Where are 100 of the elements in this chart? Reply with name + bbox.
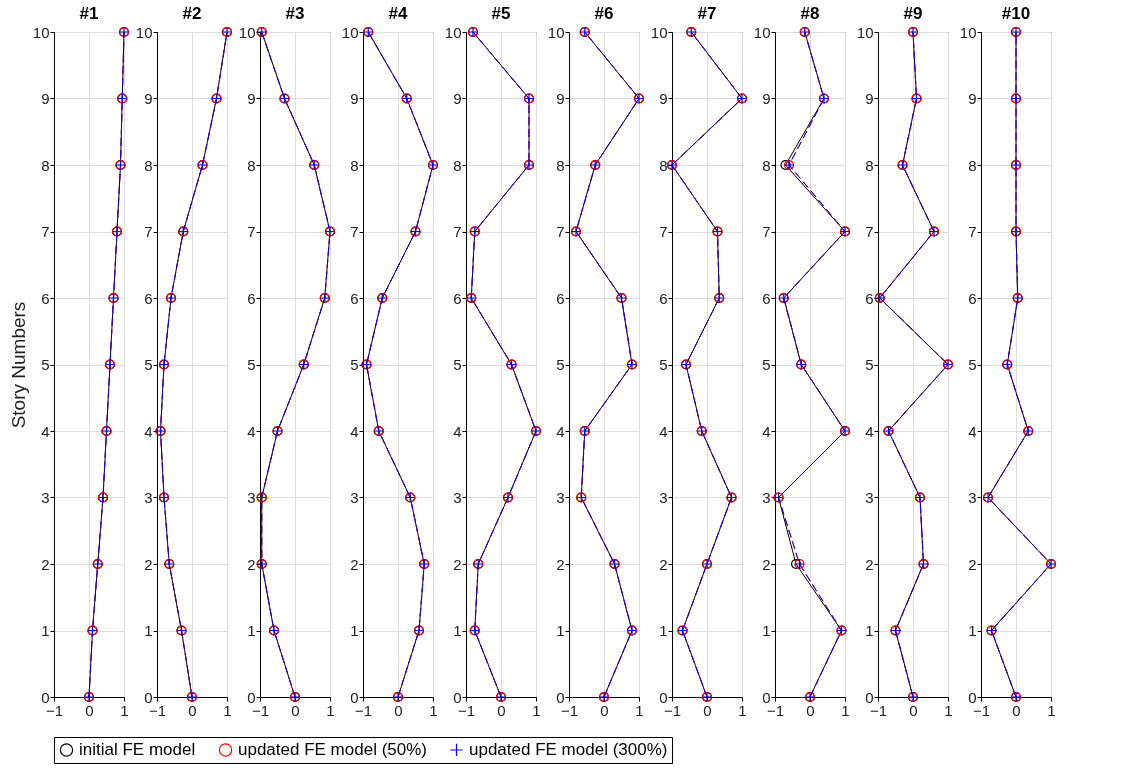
- y-tick-label: 8: [453, 156, 462, 174]
- y-tick-label: 9: [453, 90, 462, 107]
- y-tick-label: 0: [453, 688, 462, 706]
- y-tick-label: 9: [41, 90, 50, 107]
- y-tick-label: 1: [41, 622, 50, 639]
- y-tick-label: 9: [350, 90, 359, 107]
- y-tick-label: 3: [762, 489, 771, 506]
- y-tick-label: 1: [556, 622, 565, 639]
- legend-label: updated FE model (300%): [469, 739, 668, 759]
- x-tick-label: 0: [85, 701, 94, 719]
- y-tick-label: 4: [247, 422, 256, 440]
- y-tick-label: 7: [968, 223, 977, 240]
- y-tick-label: 9: [762, 90, 771, 107]
- y-tick-label: 0: [762, 688, 771, 706]
- y-tick-label: 10: [444, 23, 462, 41]
- y-tick-label: 8: [144, 156, 153, 174]
- y-tick-label: 4: [41, 422, 50, 440]
- y-tick-label: 4: [453, 422, 462, 440]
- chart-title: #10: [1001, 4, 1031, 23]
- y-tick-label: 3: [556, 489, 565, 506]
- y-tick-label: 1: [453, 622, 462, 639]
- x-tick-label: 0: [703, 701, 712, 719]
- y-tick-label: 0: [968, 688, 977, 706]
- y-tick-label: 2: [762, 555, 771, 573]
- x-tick-label: 0: [497, 701, 506, 719]
- y-tick-label: 2: [144, 555, 153, 573]
- y-tick-label: 2: [41, 555, 50, 573]
- y-tick-label: 8: [556, 156, 565, 174]
- y-tick-label: 7: [350, 223, 359, 240]
- y-tick-label: 2: [556, 555, 565, 573]
- chart-title: #7: [697, 4, 717, 23]
- y-tick-label: 4: [659, 422, 668, 440]
- y-tick-label: 1: [865, 622, 874, 639]
- y-tick-label: 10: [650, 23, 668, 41]
- y-tick-label: 8: [659, 156, 668, 174]
- x-tick-label: 0: [394, 701, 403, 719]
- chart-title: #6: [594, 4, 614, 23]
- chart-title: #2: [182, 4, 202, 23]
- x-tick-label: 0: [909, 701, 918, 719]
- y-tick-label: 8: [762, 156, 771, 174]
- y-tick-label: 2: [659, 555, 668, 573]
- y-tick-label: 6: [865, 289, 874, 307]
- y-tick-label: 7: [762, 223, 771, 240]
- y-tick-label: 0: [41, 688, 50, 706]
- y-tick-label: 1: [144, 622, 153, 639]
- x-tick-label: 0: [600, 701, 609, 719]
- y-tick-label: 0: [350, 688, 359, 706]
- x-tick-label: 1: [841, 701, 850, 719]
- x-tick-label: 1: [1047, 701, 1056, 719]
- y-tick-label: 5: [144, 356, 153, 373]
- y-tick-label: 6: [762, 289, 771, 307]
- y-tick-label: 3: [41, 489, 50, 506]
- y-tick-label: 1: [659, 622, 668, 639]
- legend-label: initial FE model: [79, 739, 196, 759]
- x-tick-label: 0: [806, 701, 815, 719]
- chart-title: #4: [388, 4, 408, 23]
- x-tick-label: 1: [944, 701, 953, 719]
- y-tick-label: 5: [659, 356, 668, 373]
- chart-title: #3: [285, 4, 305, 23]
- y-axis-title: Story Numbers: [7, 301, 29, 429]
- y-tick-label: 7: [144, 223, 153, 240]
- y-tick-label: 3: [247, 489, 256, 506]
- y-tick-label: 7: [453, 223, 462, 240]
- y-tick-label: 3: [659, 489, 668, 506]
- chart-title: #5: [491, 4, 511, 23]
- y-tick-label: 4: [865, 422, 874, 440]
- y-tick-label: 10: [753, 23, 771, 41]
- y-tick-label: 10: [32, 23, 50, 41]
- y-tick-label: 5: [41, 356, 50, 373]
- y-tick-label: 8: [41, 156, 50, 174]
- y-tick-label: 9: [247, 90, 256, 107]
- y-tick-label: 4: [968, 422, 977, 440]
- y-tick-label: 10: [238, 23, 256, 41]
- x-tick-label: 0: [291, 701, 300, 719]
- chart-title: #8: [800, 4, 820, 23]
- y-tick-label: 9: [556, 90, 565, 107]
- y-tick-label: 0: [659, 688, 668, 706]
- x-tick-label: 1: [635, 701, 644, 719]
- y-tick-label: 9: [865, 90, 874, 107]
- y-tick-label: 6: [968, 289, 977, 307]
- y-tick-label: 6: [247, 289, 256, 307]
- x-tick-label: 1: [532, 701, 541, 719]
- y-tick-label: 1: [762, 622, 771, 639]
- y-tick-label: 9: [968, 90, 977, 107]
- y-tick-label: 5: [350, 356, 359, 373]
- y-tick-label: 2: [968, 555, 977, 573]
- y-tick-label: 10: [547, 23, 565, 41]
- x-tick-label: 1: [738, 701, 747, 719]
- y-tick-label: 1: [247, 622, 256, 639]
- y-tick-label: 8: [968, 156, 977, 174]
- y-tick-label: 6: [453, 289, 462, 307]
- y-tick-label: 3: [453, 489, 462, 506]
- y-tick-label: 10: [341, 23, 359, 41]
- x-tick-label: 1: [120, 701, 129, 719]
- y-tick-label: 2: [350, 555, 359, 573]
- y-tick-label: 9: [144, 90, 153, 107]
- x-tick-label: 0: [188, 701, 197, 719]
- legend-label: updated FE model (50%): [238, 739, 427, 759]
- y-tick-label: 2: [247, 555, 256, 573]
- x-tick-label: 1: [326, 701, 335, 719]
